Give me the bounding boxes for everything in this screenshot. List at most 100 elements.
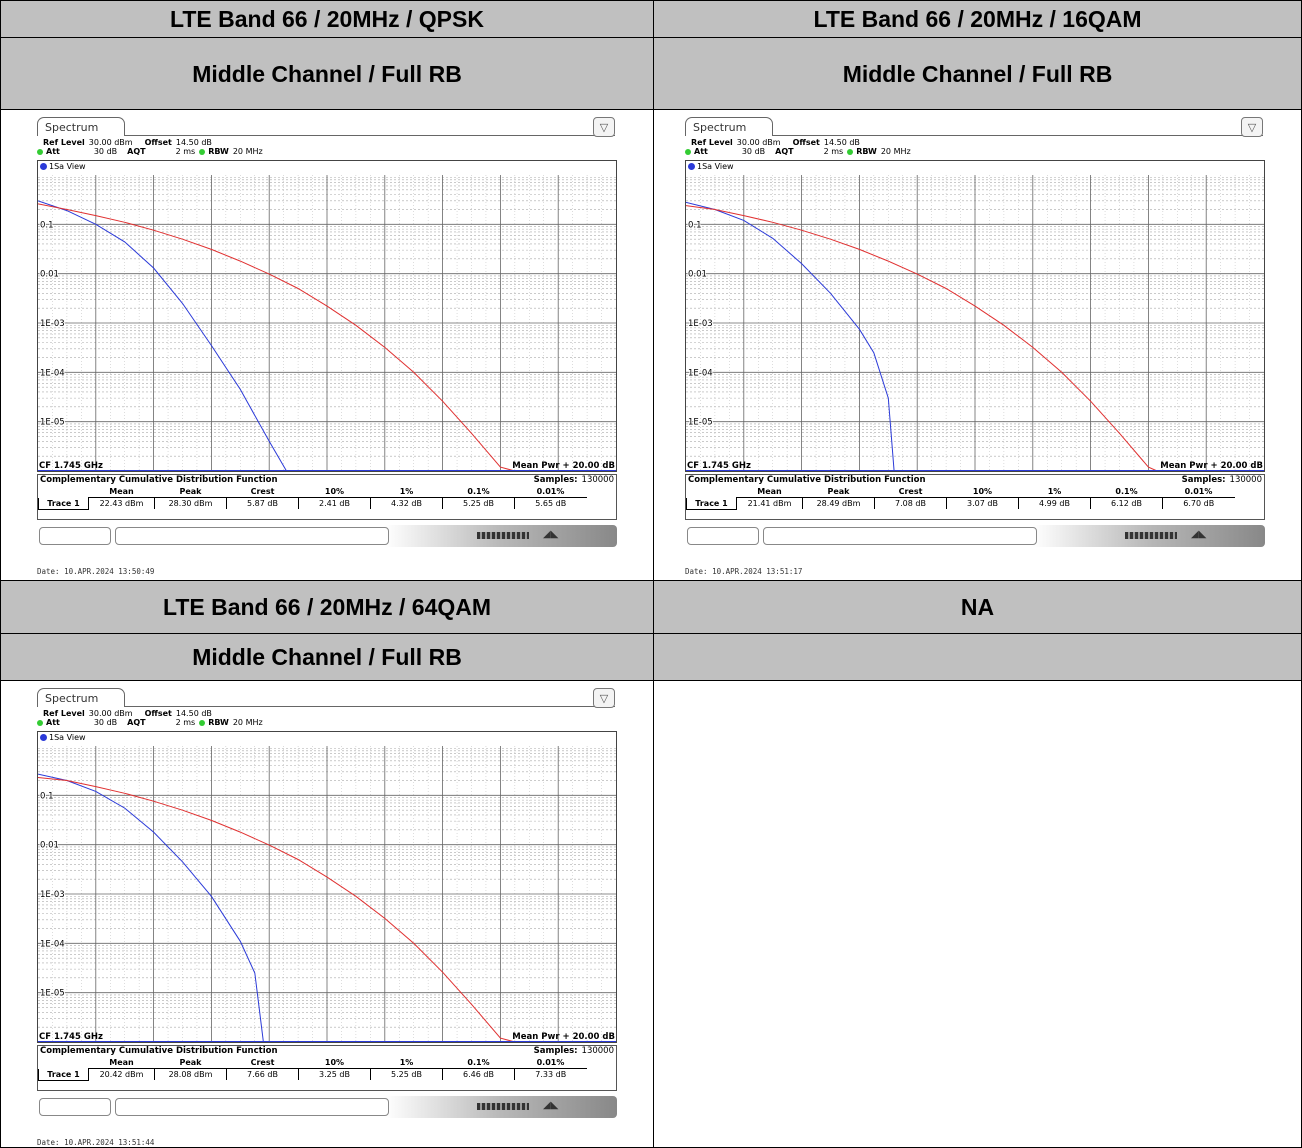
column-header: 0.01% [514, 486, 587, 498]
analyzer-screen: Spectrum ▽ Ref Level 30.00 dBm Offset 14.50 d… [37, 115, 625, 580]
ccdf-plot: 0.1 0.01 1E-03 1E-04 1E-05 [38, 175, 616, 471]
subheader-qpsk-text: Middle Channel / Full RB [192, 61, 462, 87]
plot-footer: CF 1.745 GHz Mean Pwr + 20.00 dB [37, 461, 617, 472]
measurement-value: 28.08 dBm [154, 1068, 227, 1080]
y-tick-label: 1E-04 [688, 368, 713, 378]
measurement-table: Mean Peak Crest 10% 1% 0.1% 0.01% Trace 1 22.43 … [38, 486, 587, 510]
column-header: 1% [370, 1057, 443, 1069]
plot-frame: 1Sa View 0.1 0.01 1E-03 1E-04 1E-05 [685, 160, 1265, 472]
header-qpsk: LTE Band 66 / 20MHz / QPSK [0, 0, 654, 38]
y-tick-label: 1E-03 [40, 319, 65, 329]
column-header: Crest [226, 1057, 299, 1069]
rbw-label: RBW [208, 147, 229, 156]
trace-settings-icon[interactable]: ▽ [1241, 117, 1263, 137]
trace-settings-icon[interactable]: ▽ [593, 117, 615, 137]
column-header: 0.1% [442, 486, 515, 498]
status-bar: ◢◣ [37, 1096, 617, 1118]
att-label: Att [46, 718, 60, 727]
progress-bar [477, 532, 529, 539]
att-label: Att [694, 147, 708, 156]
ref-level-label: Ref Level [43, 138, 85, 147]
column-header: 10% [946, 486, 1019, 498]
column-header: Mean [88, 1057, 155, 1069]
att-value: 30 dB [93, 147, 118, 156]
samples: Samples: 130000 [534, 1046, 614, 1056]
measurement-value: 7.66 dB [226, 1068, 299, 1080]
measurement-value: 6.46 dB [442, 1068, 515, 1080]
column-header: 10% [298, 1057, 371, 1069]
att-value: 30 dB [741, 147, 766, 156]
view-dot-icon [40, 734, 47, 741]
y-tick-label: 1E-04 [40, 939, 65, 949]
spectrum-tab[interactable]: Spectrum [685, 117, 773, 136]
measurement-value: 5.25 dB [370, 1068, 443, 1080]
y-tick-label: 1E-03 [40, 890, 65, 900]
samples-label: Samples: [533, 1046, 578, 1056]
header-16qam: LTE Band 66 / 20MHz / 16QAM [653, 0, 1302, 38]
measurement-panel: Complementary Cumulative Distribution Fu… [37, 1045, 617, 1091]
status-field [115, 527, 389, 545]
y-tick-label: 1E-05 [688, 418, 713, 428]
y-tick-label: 1E-03 [688, 319, 713, 329]
y-tick-label: 0.01 [40, 270, 59, 280]
center-frequency-label: CF 1.745 GHz [39, 461, 103, 471]
y-tick-label: 1E-05 [40, 418, 65, 428]
column-header: 1% [370, 486, 443, 498]
header-64qam-text: LTE Band 66 / 20MHz / 64QAM [162, 593, 492, 620]
measurement-value: 3.25 dB [298, 1068, 371, 1080]
column-header: 0.1% [1090, 486, 1163, 498]
status-field [115, 1098, 389, 1116]
status-dot-icon [199, 148, 206, 155]
view-label: 1Sa View [38, 161, 86, 172]
spectrum-tab[interactable]: Spectrum [37, 688, 125, 707]
trace-label: Trace 1 [686, 497, 737, 510]
ref-level-label: Ref Level [691, 138, 733, 147]
view-label: 1Sa View [686, 161, 734, 172]
measurement-value: 7.08 dB [874, 497, 947, 509]
offset-label: Offset [144, 138, 172, 147]
subheader-16qam: Middle Channel / Full RB [653, 37, 1302, 110]
offset-value: 14.50 dB [823, 138, 860, 147]
header-line-1: Ref Level 30.00 dBm Offset 14.50 dB [691, 138, 860, 148]
trace-settings-icon[interactable]: ▽ [593, 688, 615, 708]
status-dot-icon [37, 148, 43, 155]
trace-label: Trace 1 [38, 1068, 89, 1081]
instrument-logo-icon: ◢◣ [543, 529, 559, 540]
offset-label: Offset [144, 709, 172, 718]
y-tick-label: 0.1 [40, 220, 54, 230]
gaussian-reference-line [686, 205, 1158, 471]
plot-cell-qpsk: Spectrum ▽ Ref Level 30.00 dBm Offset 14.50 d… [0, 109, 654, 581]
status-dot-icon [199, 719, 206, 726]
status-bar: ◢◣ [685, 525, 1265, 547]
measurement-value: 6.70 dB [1162, 497, 1235, 509]
samples-label: Samples: [533, 475, 578, 485]
column-header: Peak [154, 486, 227, 498]
rbw-label: RBW [208, 718, 229, 727]
samples-value: 130000 [1229, 475, 1262, 485]
measurement-value: 6.12 dB [1090, 497, 1163, 509]
spectrum-tab[interactable]: Spectrum [37, 117, 125, 136]
tab-line [773, 135, 1263, 136]
samples: Samples: 130000 [534, 475, 614, 485]
column-header: Peak [154, 1057, 227, 1069]
plot-frame: 1Sa View 0.1 0.01 1E-03 1E-04 1E-05 [37, 731, 617, 1043]
center-frequency-label: CF 1.745 GHz [687, 461, 751, 471]
rbw-value: 20 MHz [880, 147, 911, 156]
trace-1-line [686, 201, 895, 471]
status-field [763, 527, 1037, 545]
subheader-na [653, 633, 1302, 681]
aqt-label: AQT [775, 147, 794, 156]
rbw-label: RBW [856, 147, 877, 156]
view-dot-icon [688, 163, 695, 170]
samples-value: 130000 [581, 1046, 614, 1056]
measurement-value: 28.30 dBm [154, 497, 227, 509]
rbw-value: 20 MHz [232, 718, 263, 727]
y-tick-label: 0.1 [40, 791, 54, 801]
column-header: 10% [298, 486, 371, 498]
column-header: 0.1% [442, 1057, 515, 1069]
plot-cell-16qam: Spectrum ▽ Ref Level 30.00 dBm Offset 14.50 d… [653, 109, 1302, 581]
rbw-value: 20 MHz [232, 147, 263, 156]
measurement-value: 4.32 dB [370, 497, 443, 509]
header-row: Mean Peak Crest 10% 1% 0.1% 0.01% [687, 486, 1235, 498]
